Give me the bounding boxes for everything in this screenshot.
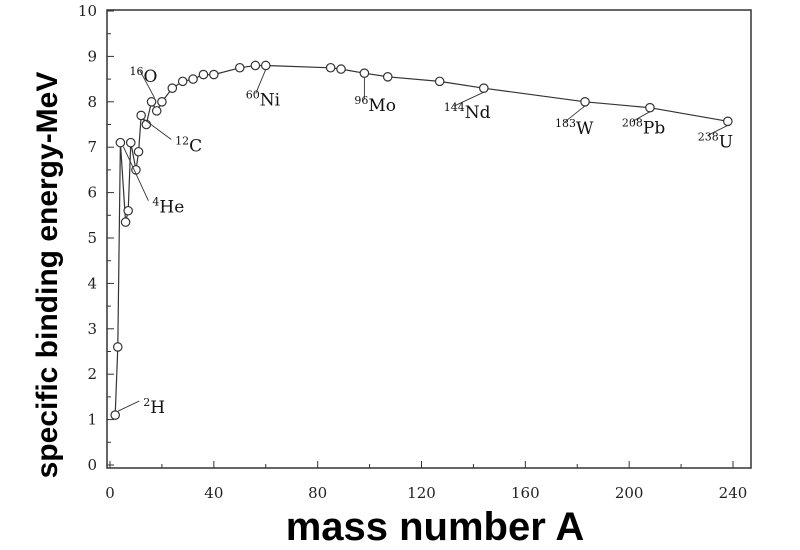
data-point bbox=[434, 76, 445, 87]
data-point bbox=[359, 68, 370, 78]
nuclide-label: 238U bbox=[698, 130, 733, 152]
y-tick-label: 6 bbox=[87, 184, 97, 202]
nuclide-symbol: Pb bbox=[643, 119, 665, 139]
data-point bbox=[209, 69, 219, 80]
y-tick-label: 8 bbox=[87, 93, 97, 111]
nuclide-mass-number: 2 bbox=[143, 396, 150, 409]
x-tick-label: 240 bbox=[719, 484, 748, 502]
data-point bbox=[580, 97, 590, 107]
binding-energy-curve bbox=[114, 64, 728, 416]
nuclide-symbol: Ni bbox=[260, 90, 281, 110]
data-point bbox=[325, 62, 336, 73]
annotation-leader bbox=[707, 124, 729, 136]
y-tick-label: 7 bbox=[87, 138, 97, 156]
data-point bbox=[133, 146, 144, 157]
data-point bbox=[645, 102, 655, 113]
nuclide-symbol: H bbox=[150, 398, 165, 418]
y-axis-title: specific binding energy-MeV bbox=[31, 72, 64, 479]
nuclide-symbol: O bbox=[144, 67, 158, 87]
x-tick-label: 200 bbox=[615, 484, 644, 502]
y-tick-label: 10 bbox=[78, 2, 97, 20]
y-tick-label: 0 bbox=[87, 456, 97, 474]
nuclide-label: 60Ni bbox=[246, 88, 281, 110]
nuclide-symbol: Mo bbox=[368, 96, 396, 116]
nuclide-mass-number: 60 bbox=[246, 88, 260, 101]
x-axis-title: mass number A bbox=[286, 505, 585, 549]
nuclide-mass-number: 183 bbox=[555, 117, 576, 130]
nuclide-mass-number: 144 bbox=[444, 101, 465, 114]
data-point bbox=[167, 83, 178, 93]
data-point bbox=[146, 97, 157, 107]
annotation-leader bbox=[143, 119, 172, 140]
data-point bbox=[382, 72, 393, 82]
x-tick-label: 0 bbox=[105, 484, 115, 502]
nuclide-mass-number: 208 bbox=[622, 117, 643, 130]
x-tick-label: 160 bbox=[511, 484, 540, 502]
data-point bbox=[234, 62, 245, 73]
annotation-leader bbox=[631, 111, 651, 123]
nuclide-mass-number: 12 bbox=[175, 134, 189, 147]
y-tick-label: 1 bbox=[87, 411, 97, 429]
axis-ticks bbox=[107, 10, 734, 468]
data-point bbox=[123, 205, 133, 216]
annotation-leader bbox=[564, 105, 586, 123]
annotation-leader bbox=[255, 69, 267, 94]
nuclide-label: 2H bbox=[143, 396, 165, 418]
data-point bbox=[120, 217, 131, 227]
nuclide-mass-number: 16 bbox=[130, 65, 144, 78]
plot-frame bbox=[106, 9, 752, 469]
nuclide-mass-number: 238 bbox=[698, 130, 719, 143]
data-points bbox=[110, 60, 733, 420]
data-point bbox=[198, 69, 209, 80]
nuclide-symbol: W bbox=[576, 119, 594, 139]
data-point bbox=[177, 76, 188, 87]
annotation-leader bbox=[117, 400, 140, 412]
y-tick-label: 9 bbox=[87, 47, 97, 65]
nuclide-label: 4He bbox=[152, 196, 184, 218]
data-point bbox=[188, 74, 198, 84]
y-tick-label: 4 bbox=[87, 274, 97, 292]
nuclide-label: 96Mo bbox=[354, 94, 396, 116]
x-tick-label: 120 bbox=[407, 484, 436, 502]
data-point bbox=[723, 116, 733, 127]
data-point bbox=[112, 342, 123, 352]
annotation-leader bbox=[122, 146, 149, 201]
y-tick-label: 2 bbox=[87, 365, 97, 383]
y-tick-label: 3 bbox=[87, 320, 97, 338]
annotation-leader bbox=[453, 91, 484, 107]
nuclide-label: 16O bbox=[130, 65, 158, 87]
nuclide-symbol: U bbox=[719, 132, 733, 152]
nuclide-label: 183W bbox=[555, 117, 594, 139]
data-point bbox=[157, 97, 167, 107]
data-point bbox=[136, 110, 146, 121]
nuclide-symbol: Nd bbox=[465, 103, 491, 123]
nuclide-label: 12C bbox=[175, 134, 202, 156]
data-point bbox=[151, 106, 162, 116]
data-point bbox=[115, 137, 126, 148]
nuclide-symbol: C bbox=[189, 136, 202, 156]
x-tick-label: 40 bbox=[204, 484, 223, 502]
data-point bbox=[336, 64, 346, 74]
data-point bbox=[478, 83, 489, 93]
y-tick-label: 5 bbox=[87, 229, 97, 247]
data-point bbox=[110, 410, 120, 420]
nuclide-label: 144Nd bbox=[444, 101, 491, 123]
data-point bbox=[250, 60, 261, 71]
data-point bbox=[260, 60, 271, 71]
nuclide-symbol: He bbox=[159, 198, 184, 218]
data-point bbox=[125, 137, 136, 148]
nuclide-mass-number: 4 bbox=[152, 196, 159, 209]
annotation-leader bbox=[139, 69, 155, 99]
nuclide-label: 208Pb bbox=[622, 117, 665, 139]
x-tick-label: 80 bbox=[308, 484, 327, 502]
nuclide-mass-number: 96 bbox=[354, 94, 368, 107]
